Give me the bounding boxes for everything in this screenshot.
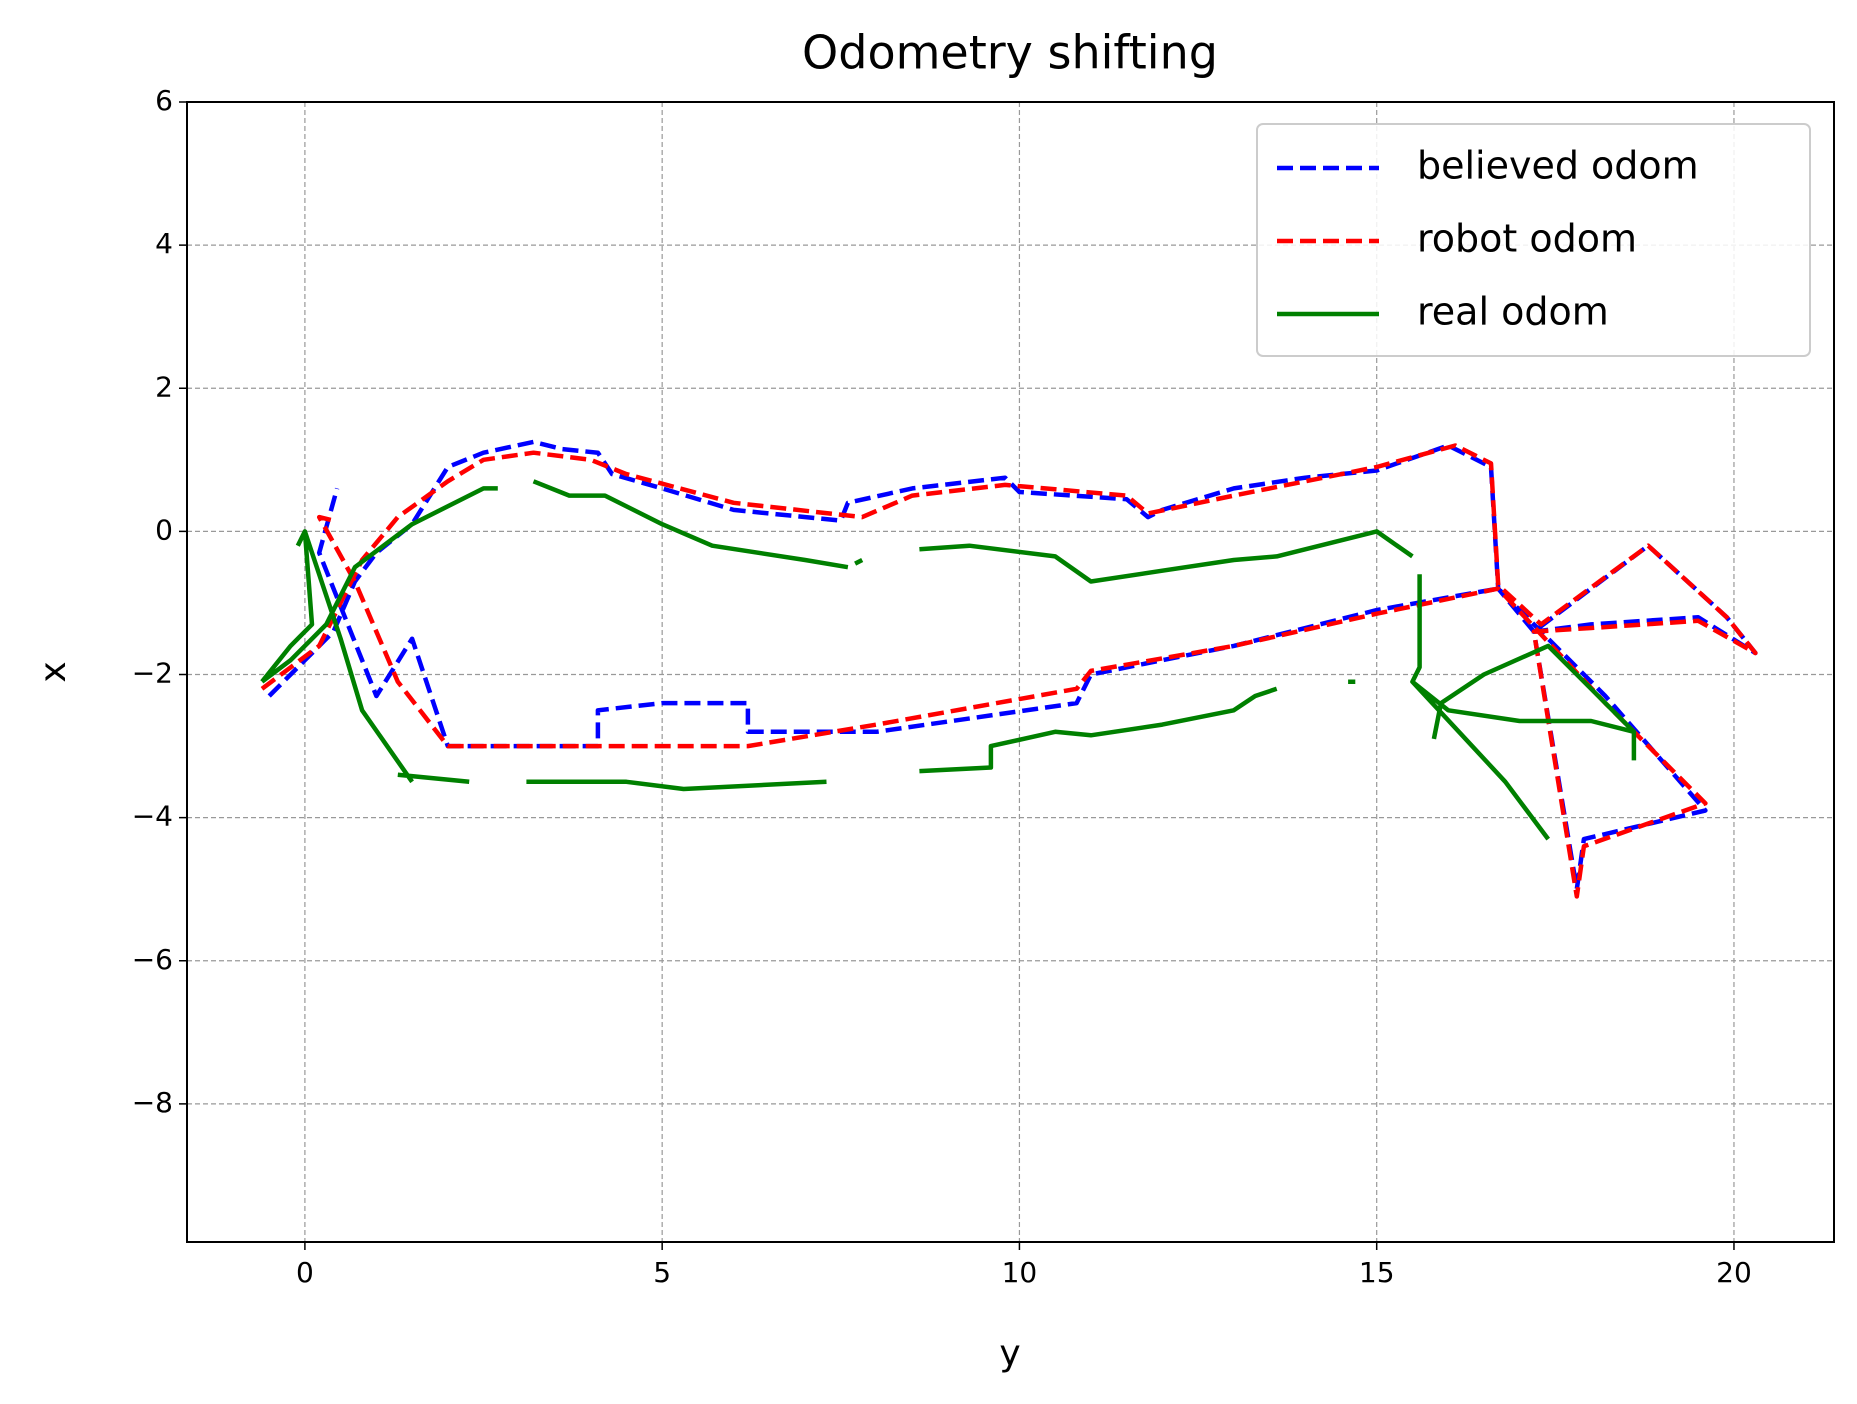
legend-box: [1256, 123, 1811, 357]
x-tick-label: 20: [1716, 1256, 1752, 1289]
x-tick-label: 10: [1002, 1256, 1038, 1289]
legend-label: real odom: [1417, 290, 1609, 334]
y-tick-label: −2: [132, 657, 173, 690]
series-line: [260, 479, 1637, 841]
x-tick-label: 0: [296, 1256, 314, 1289]
y-axis-label: x: [33, 661, 74, 682]
x-tick-label: 15: [1359, 1256, 1395, 1289]
y-tick-label: 4: [155, 227, 173, 260]
y-tick-label: 2: [155, 370, 173, 403]
y-tick-label: 0: [155, 513, 173, 546]
legend-label: robot odom: [1417, 217, 1637, 261]
x-axis-label: y: [999, 1333, 1020, 1374]
series-line: [260, 443, 1758, 899]
y-tick-label: −8: [132, 1086, 173, 1119]
plot-frame: [186, 101, 1835, 1243]
x-tick-label: 5: [653, 1256, 671, 1289]
y-tick-label: −4: [132, 800, 173, 833]
y-tick-label: −6: [132, 943, 173, 976]
y-tick-label: 6: [155, 84, 173, 117]
chart-title: Odometry shifting: [802, 26, 1218, 80]
legend-label: believed odom: [1417, 144, 1699, 188]
series-line: [267, 439, 1758, 892]
